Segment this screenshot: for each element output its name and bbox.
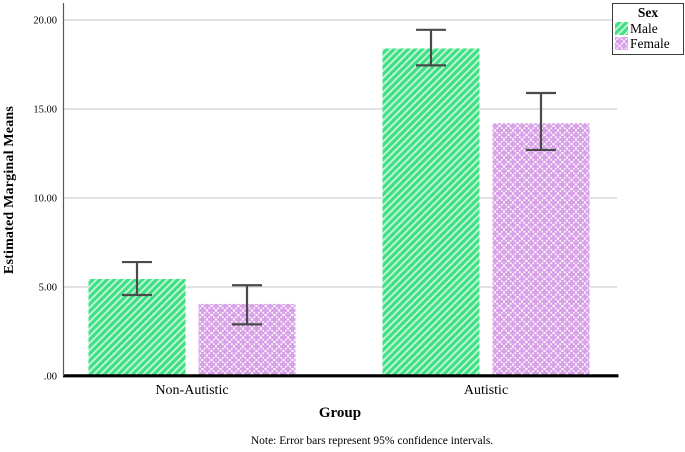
x-axis-title: Group (318, 405, 362, 421)
error-bar-male-non-autistic (122, 260, 152, 297)
y-tick-label: 5.00 (39, 283, 57, 294)
error-bar-female-non-autistic (232, 284, 262, 326)
y-tick-label: 10.00 (33, 194, 57, 205)
female-pattern-swatch-icon (615, 37, 628, 50)
y-tick-label: 15.00 (33, 105, 57, 116)
error-bar-male-autistic (416, 28, 446, 67)
legend-item-male: Male (615, 21, 681, 36)
y-tick-label: 20.00 (33, 16, 57, 27)
legend-item-female: Female (615, 36, 681, 51)
legend-label-female: Female (630, 36, 670, 51)
x-category-label-autistic: Autistic (464, 383, 508, 398)
legend: Sex Male Female (612, 3, 684, 55)
error-bar-female-autistic (526, 91, 556, 152)
bar-female-autistic (492, 123, 590, 377)
male-pattern-swatch-icon (615, 22, 628, 35)
footnote: Note: Error bars represent 95% confidenc… (250, 435, 494, 447)
legend-label-male: Male (630, 21, 658, 36)
bar-male-autistic (382, 48, 480, 376)
y-tick-label: .00 (44, 372, 57, 383)
legend-title: Sex (637, 5, 659, 20)
x-category-label-non-autistic: Non-Autistic (155, 383, 228, 398)
